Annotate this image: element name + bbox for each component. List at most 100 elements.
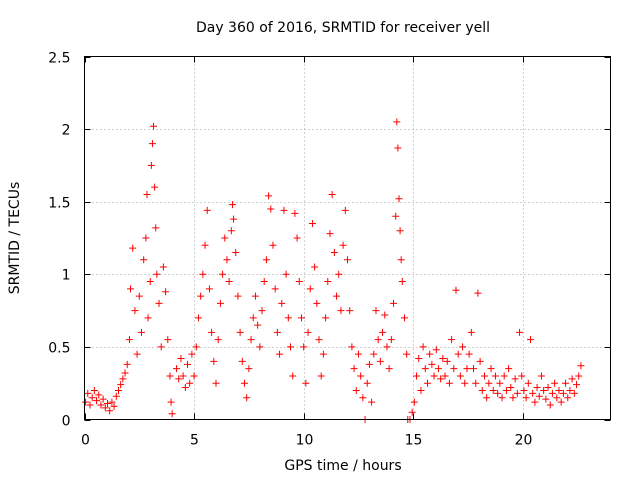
data-point <box>372 307 380 315</box>
data-point <box>344 256 351 264</box>
data-point <box>284 314 292 322</box>
data-point <box>335 270 343 278</box>
data-point <box>297 314 305 322</box>
data-point <box>221 234 229 242</box>
data-point <box>392 212 400 220</box>
data-point <box>333 292 341 300</box>
data-point <box>295 278 303 286</box>
data-point <box>137 328 145 336</box>
data-point <box>461 379 469 387</box>
data-point <box>524 379 532 387</box>
data-point <box>365 360 373 368</box>
data-point <box>179 372 187 380</box>
data-point <box>415 355 423 363</box>
data-point <box>258 307 266 315</box>
data-point <box>400 314 408 322</box>
data-point <box>162 288 170 296</box>
data-point <box>247 336 255 344</box>
data-point <box>472 379 480 387</box>
data-point <box>236 328 244 336</box>
data-point <box>350 365 358 373</box>
data-point <box>308 219 316 227</box>
data-point <box>505 365 513 373</box>
data-point <box>300 343 308 351</box>
data-point <box>210 357 218 365</box>
data-point <box>570 389 578 397</box>
axis-ticks: 0 5 10 15 20 0 0.5 1 1.5 2 2.5 <box>48 51 611 449</box>
data-point <box>423 379 431 387</box>
data-point <box>566 386 574 394</box>
data-point <box>548 389 556 397</box>
data-point <box>225 278 233 286</box>
data-point <box>167 398 175 406</box>
data-point <box>568 375 576 383</box>
data-point <box>282 270 290 278</box>
data-point <box>562 379 570 387</box>
data-point <box>256 343 264 351</box>
data-point <box>159 263 167 271</box>
data-point <box>135 292 143 300</box>
data-point <box>121 369 129 377</box>
data-point <box>146 278 154 286</box>
data-point <box>117 381 125 389</box>
data-point <box>143 190 151 198</box>
data-point <box>95 391 103 399</box>
data-point <box>476 357 484 365</box>
data-point <box>192 343 200 351</box>
data-point <box>352 386 360 394</box>
data-point <box>498 394 506 402</box>
data-point <box>287 343 295 351</box>
data-point <box>408 408 416 416</box>
y-tick-label: 0 <box>62 414 71 430</box>
data-point <box>564 394 572 402</box>
data-point <box>368 398 376 406</box>
data-point <box>205 285 213 293</box>
data-point <box>463 365 471 373</box>
data-point <box>190 372 198 380</box>
data-point <box>341 206 349 214</box>
data-point <box>537 372 545 380</box>
data-point <box>577 362 585 370</box>
data-point <box>443 357 451 365</box>
data-point <box>214 336 222 344</box>
data-point <box>317 372 325 380</box>
data-point <box>249 314 257 322</box>
data-point <box>509 394 517 402</box>
data-point <box>448 336 456 344</box>
data-point <box>240 379 248 387</box>
data-point <box>398 278 406 286</box>
data-point <box>359 394 367 402</box>
data-point <box>385 365 393 373</box>
data-point <box>144 314 152 322</box>
data-point <box>557 398 565 406</box>
data-point <box>513 389 521 397</box>
data-point <box>381 311 389 319</box>
y-tick-label: 2 <box>62 123 71 139</box>
data-point <box>559 389 567 397</box>
data-points <box>82 118 585 423</box>
data-point <box>166 372 174 380</box>
data-point <box>127 285 135 293</box>
data-point <box>150 122 158 130</box>
data-point <box>374 336 382 344</box>
grid-lines <box>84 56 611 420</box>
data-point <box>376 357 384 365</box>
data-point <box>445 379 453 387</box>
data-point <box>245 365 253 373</box>
data-point <box>306 285 314 293</box>
data-point <box>251 292 259 300</box>
data-point <box>273 328 281 336</box>
chart-title: Day 360 of 2016, SRMTID for receiver yel… <box>196 20 490 36</box>
data-point <box>199 270 207 278</box>
data-point <box>520 386 528 394</box>
data-point <box>112 392 120 400</box>
data-point <box>454 350 462 358</box>
data-point <box>311 263 319 271</box>
data-point <box>216 299 224 307</box>
data-point <box>181 384 189 392</box>
data-point <box>315 336 323 344</box>
data-point <box>291 209 299 217</box>
data-point <box>90 386 98 394</box>
data-point <box>184 360 192 368</box>
data-point <box>104 400 112 408</box>
